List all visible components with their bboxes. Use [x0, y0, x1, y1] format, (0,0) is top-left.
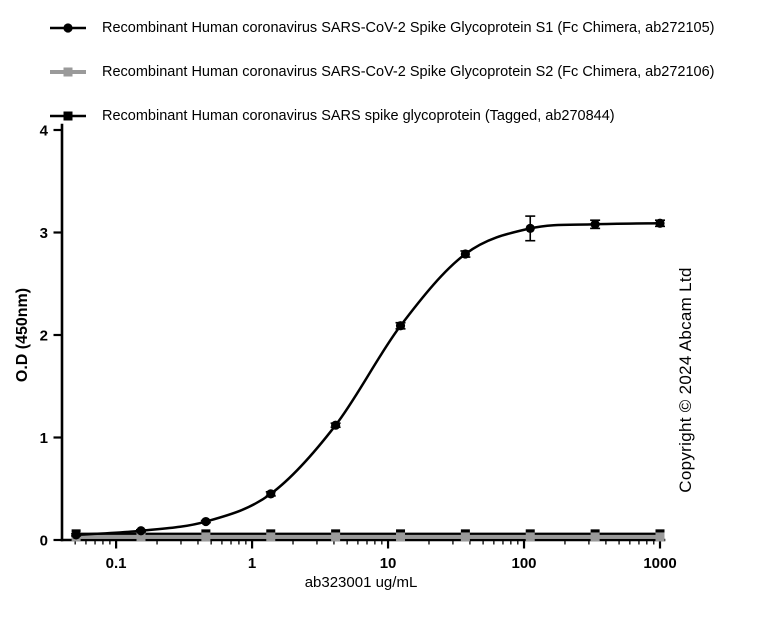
legend-label-s1: Recombinant Human coronavirus SARS-CoV-2… — [102, 20, 715, 36]
x-tick-label: 0.1 — [106, 555, 127, 572]
legend-item-sars: Recombinant Human coronavirus SARS spike… — [48, 107, 715, 125]
y-tick-label: 2 — [40, 328, 48, 345]
series-line — [76, 222, 661, 537]
x-tick-label: 1 — [248, 555, 256, 572]
square-marker-icon — [50, 67, 86, 77]
legend: Recombinant Human coronavirus SARS-CoV-2… — [48, 19, 715, 125]
y-axis-ticks — [53, 128, 62, 542]
legend-label-s2: Recombinant Human coronavirus SARS-CoV-2… — [102, 64, 715, 80]
legend-label-sars: Recombinant Human coronavirus SARS spike… — [102, 108, 615, 124]
x-tick-label: 1000 — [643, 555, 676, 572]
series-markers — [71, 218, 665, 540]
axes — [60, 123, 666, 542]
x-tick-label: 10 — [380, 555, 397, 572]
square-marker-icon — [50, 111, 86, 121]
y-tick-label: 4 — [40, 123, 49, 140]
legend-item-s1: Recombinant Human coronavirus SARS-CoV-2… — [48, 19, 715, 37]
x-tick-label: 100 — [512, 555, 537, 572]
y-tick-label: 3 — [40, 225, 48, 242]
y-tick-label: 0 — [40, 533, 48, 550]
y-tick-label: 1 — [40, 430, 48, 447]
series-0 — [71, 215, 665, 540]
x-axis-title: ab323001 ug/mL — [304, 574, 418, 591]
legend-item-s2: Recombinant Human coronavirus SARS-CoV-2… — [48, 63, 715, 81]
circle-marker-icon — [50, 23, 86, 33]
copyright-text: Copyright © 2024 Abcam Ltd — [676, 267, 695, 493]
y-axis-title: O.D (450nm) — [14, 287, 31, 383]
